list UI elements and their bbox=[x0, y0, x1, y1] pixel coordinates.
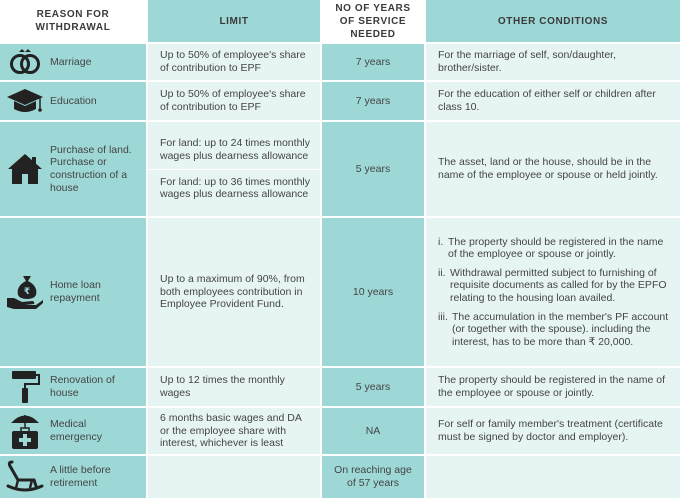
header-limit: LIMIT bbox=[148, 0, 320, 42]
row-purchase-limit: For land: up to 24 times monthly wages p… bbox=[148, 122, 320, 216]
row-retirement-reason: A little before retirement bbox=[0, 456, 146, 498]
row-marriage-limit: Up to 50% of employee's share of contrib… bbox=[148, 44, 320, 80]
row-renovation-limit: Up to 12 times the monthly wages bbox=[148, 368, 320, 406]
row-purchase-other: The asset, land or the house, should be … bbox=[426, 122, 680, 216]
header-other: OTHER CONDITIONS bbox=[426, 0, 680, 42]
condition-text: The property should be registered in the… bbox=[448, 235, 664, 261]
row-retirement-other bbox=[426, 456, 680, 498]
row-medical-other: For self or family member's treatment (c… bbox=[426, 408, 680, 454]
row-marriage-reason: Marriage bbox=[0, 44, 146, 80]
row-homeloan-other: i. The property should be registered in … bbox=[426, 218, 680, 366]
rocking-chair-icon bbox=[0, 460, 50, 494]
row-renovation-years: 5 years bbox=[322, 368, 424, 406]
row-marriage-other: For the marriage of self, son/daughter, … bbox=[426, 44, 680, 80]
condition-item: i. The property should be registered in … bbox=[438, 236, 670, 261]
condition-item: iii. The accumulation in the member's PF… bbox=[438, 311, 670, 349]
condition-item: ii. Withdrawal permitted subject to furn… bbox=[438, 267, 670, 305]
reason-label: A little before retirement bbox=[50, 464, 111, 489]
limit-land-36: For land: up to 36 times monthly wages p… bbox=[160, 175, 310, 201]
row-medical-limit: 6 months basic wages and DA or the emplo… bbox=[148, 408, 320, 454]
row-purchase-reason: Purchase of land. Purchase or constructi… bbox=[0, 122, 146, 216]
medical-kit-umbrella-icon bbox=[0, 412, 50, 450]
condition-num: i. bbox=[438, 235, 444, 248]
svg-text:₹: ₹ bbox=[24, 287, 30, 297]
reason-label: Renovation of house bbox=[50, 374, 115, 399]
row-renovation-other: The property should be registered in the… bbox=[426, 368, 680, 406]
row-education-years: 7 years bbox=[322, 82, 424, 120]
reason-label: Medical emergency bbox=[50, 418, 102, 443]
row-retirement-years: On reaching age of 57 years bbox=[322, 456, 424, 498]
paint-roller-icon bbox=[0, 370, 50, 404]
row-medical-reason: Medical emergency bbox=[0, 408, 146, 454]
row-homeloan-years: 10 years bbox=[322, 218, 424, 366]
reason-label: Marriage bbox=[50, 55, 92, 68]
header-years: NO OF YEARS OF SERVICE NEEDED bbox=[322, 0, 424, 42]
row-homeloan-limit: Up to a maximum of 90%, from both employ… bbox=[148, 218, 320, 366]
sub-divider bbox=[148, 168, 320, 170]
limit-land-24: For land: up to 24 times monthly wages p… bbox=[160, 137, 310, 162]
house-icon bbox=[0, 153, 50, 185]
reason-label: Home loan repayment bbox=[50, 279, 101, 304]
money-bag-hand-icon: ₹ bbox=[0, 274, 50, 310]
row-marriage-years: 7 years bbox=[322, 44, 424, 80]
header-reason: REASON FOR WITHDRAWAL bbox=[0, 0, 146, 42]
condition-num: iii. bbox=[438, 310, 448, 323]
row-education-other: For the education of either self or chil… bbox=[426, 82, 680, 120]
row-medical-years: NA bbox=[322, 408, 424, 454]
row-homeloan-reason: ₹ Home loan repayment bbox=[0, 218, 146, 366]
reason-label: Education bbox=[50, 94, 97, 107]
row-education-limit: Up to 50% of employee's share of contrib… bbox=[148, 82, 320, 120]
condition-text: Withdrawal permitted subject to furnishi… bbox=[450, 266, 667, 304]
rings-icon bbox=[0, 49, 50, 75]
reason-label: Purchase of land. Purchase or constructi… bbox=[50, 143, 132, 194]
graduation-cap-icon bbox=[0, 87, 50, 115]
row-purchase-years: 5 years bbox=[322, 122, 424, 216]
row-renovation-reason: Renovation of house bbox=[0, 368, 146, 406]
row-retirement-limit bbox=[148, 456, 320, 498]
condition-num: ii. bbox=[438, 266, 446, 279]
row-education-reason: Education bbox=[0, 82, 146, 120]
condition-text: The accumulation in the member's PF acco… bbox=[452, 310, 669, 348]
